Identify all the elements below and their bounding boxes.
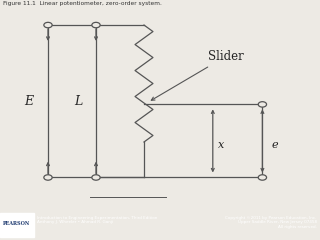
- Text: Copyright ©2011 by Pearson Education, Inc.
Upper Saddle River, New Jersey 07458
: Copyright ©2011 by Pearson Education, In…: [225, 216, 317, 229]
- FancyBboxPatch shape: [0, 214, 34, 237]
- Text: Figure 11.1  Linear potentiometer, zero-order system.: Figure 11.1 Linear potentiometer, zero-o…: [3, 1, 162, 6]
- Circle shape: [92, 22, 100, 28]
- Text: Slider: Slider: [151, 50, 244, 100]
- Circle shape: [44, 22, 52, 28]
- Text: Introduction to Engineering Experimentation, Third Edition
Anthony J. Wheeler • : Introduction to Engineering Experimentat…: [37, 216, 157, 224]
- Circle shape: [92, 175, 100, 180]
- Text: PEARSON: PEARSON: [3, 221, 30, 226]
- Circle shape: [258, 102, 267, 107]
- Text: E: E: [24, 95, 33, 108]
- Circle shape: [44, 175, 52, 180]
- Text: x: x: [218, 140, 224, 150]
- Circle shape: [258, 175, 267, 180]
- Text: e: e: [272, 140, 279, 150]
- Text: L: L: [74, 95, 83, 108]
